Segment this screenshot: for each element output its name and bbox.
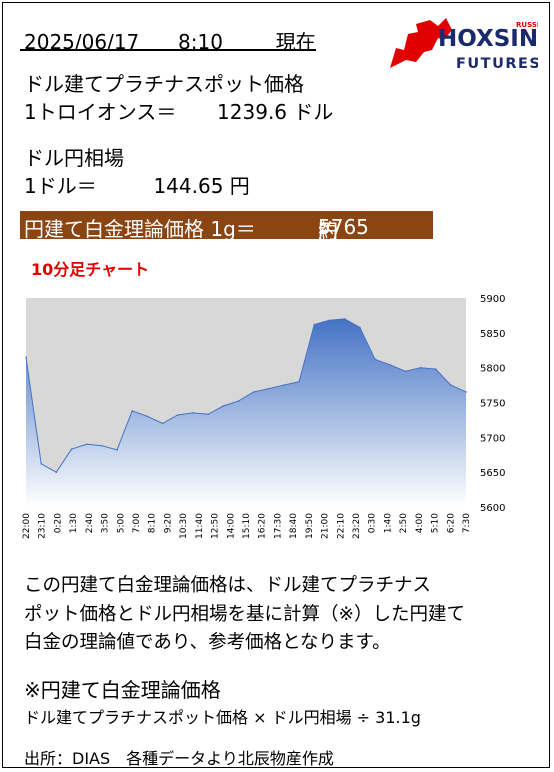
platinum-title: ドル建てプラチナスポット価格 [24, 72, 304, 96]
data-point-7 [131, 410, 133, 412]
data-point-18 [298, 380, 300, 383]
header-underline [20, 49, 316, 51]
price-line [25, 318, 467, 473]
data-point-13 [222, 405, 224, 407]
data-point-10 [176, 414, 179, 416]
data-point-26 [419, 366, 422, 369]
banner-prefix: 約 [318, 219, 338, 243]
data-point-27 [434, 368, 437, 370]
data-point-6 [116, 449, 118, 451]
data-point-20 [328, 319, 331, 322]
y-tick-label-5850: 5850 [480, 329, 505, 340]
x-tick-label-1: 23:10 [38, 513, 48, 539]
x-tick-label-27: 6:20 [446, 513, 456, 533]
x-tick-label-3: 1:30 [69, 513, 79, 533]
data-point-2 [55, 471, 58, 473]
price-area [26, 318, 466, 507]
usdjpy-line: 1ドル＝ 144.65 円 [24, 170, 250, 199]
data-point-4 [85, 443, 88, 446]
x-tick-label-26: 5:10 [431, 513, 441, 533]
description-line-3: 白金の理論値であり、参考価格となります。 [24, 632, 391, 653]
banner-label: 円建て白金理論価格 1g＝ [24, 217, 256, 241]
x-tick-label-6: 5:00 [116, 513, 126, 533]
data-point-0 [25, 356, 27, 358]
data-point-8 [146, 415, 149, 418]
data-point-21 [343, 318, 346, 320]
y-tick-label-5750: 5750 [480, 399, 505, 410]
data-point-29 [465, 391, 467, 393]
usdjpy-value: 144.65 [153, 174, 224, 198]
x-tick-label-24: 2:50 [399, 513, 409, 533]
data-point-1 [40, 463, 42, 465]
data-point-28 [450, 384, 452, 386]
x-tick-label-15: 16:20 [258, 513, 268, 539]
x-tick-label-5: 3:50 [101, 513, 111, 533]
x-tick-label-21: 23:20 [352, 513, 362, 539]
x-tick-label-12: 12:50 [211, 513, 221, 539]
x-tick-label-8: 8:10 [148, 513, 158, 533]
hoxsin-logo: HOXSIN RUSSIAN FUTURES [390, 18, 538, 72]
source-note: 出所：DIAS 各種データより北辰物産作成 [24, 749, 334, 768]
data-point-16 [268, 387, 270, 390]
data-point-25 [404, 370, 407, 372]
data-point-5 [101, 444, 103, 447]
description-line-2: ポット価格とドル円相場を基に計算（※）した円建て [24, 604, 466, 625]
x-tick-label-28: 7:30 [462, 513, 472, 533]
x-tick-label-10: 10:30 [179, 513, 189, 539]
logo-tag: RUSSIAN [516, 21, 538, 29]
x-tick-label-17: 18:40 [289, 513, 299, 539]
data-point-11 [192, 412, 194, 414]
x-tick-label-9: 9:20 [163, 513, 173, 533]
y-tick-label-5900: 5900 [480, 294, 505, 305]
data-point-19 [313, 323, 316, 326]
formula-title: ※円建て白金理論価格 [24, 678, 221, 702]
theoretical-price-banner: 円建て白金理論価格 1g＝ 約 5765 円 [20, 211, 433, 243]
platinum-value: 1239.6 [217, 100, 288, 124]
banner-currency: 円 [318, 219, 338, 243]
banner-value: 5765 [318, 215, 369, 239]
x-tick-label-4: 2:40 [85, 513, 95, 533]
formula-text: ドル建てプラチナスポット価格 × ドル円相場 ÷ 31.1g [24, 708, 421, 727]
x-tick-label-20: 22:10 [336, 513, 346, 539]
chart-title: 10分足チャート [31, 260, 150, 279]
platinum-currency: ドル [293, 100, 334, 124]
usdjpy-unit: 1ドル＝ [24, 174, 97, 198]
data-point-9 [161, 422, 164, 425]
x-tick-label-16: 17:30 [273, 513, 283, 539]
x-tick-label-13: 14:00 [226, 513, 236, 539]
x-tick-label-11: 11:40 [195, 513, 205, 539]
x-tick-label-14: 15:10 [242, 513, 252, 539]
description-line-1: この円建て白金理論価格は、ドル建てプラチナス [24, 575, 432, 596]
x-tick-label-23: 1:40 [383, 513, 393, 533]
data-point-22 [359, 326, 361, 329]
data-point-3 [70, 448, 73, 450]
usdjpy-currency: 円 [229, 174, 250, 198]
platinum-unit: 1トロイオンス＝ [24, 100, 177, 124]
x-tick-label-25: 4:00 [415, 513, 425, 533]
data-point-24 [389, 364, 391, 366]
y-tick-label-5800: 5800 [480, 364, 505, 375]
logo-sub: FUTURES [456, 56, 538, 72]
data-point-17 [283, 384, 285, 386]
x-tick-label-19: 21:00 [321, 513, 331, 539]
price-chart: 5600 5650 5700 5750 5800 5850 5900 22:00 23:10 0:… [22, 294, 505, 539]
x-tick-label-0: 22:00 [22, 513, 32, 539]
x-tick-label-18: 19:50 [305, 513, 315, 539]
data-point-23 [374, 358, 376, 361]
x-tick-label-22: 0:30 [368, 513, 378, 533]
data-point-14 [237, 400, 240, 402]
data-point-12 [207, 413, 209, 416]
x-tick-label-2: 0:20 [53, 513, 63, 533]
y-tick-label-5700: 5700 [480, 433, 505, 444]
x-tick-label-7: 7:00 [132, 513, 142, 533]
usdjpy-title: ドル円相場 [24, 146, 124, 170]
logo-brand: HOXSIN [438, 26, 538, 52]
y-tick-label-5650: 5650 [480, 468, 505, 479]
data-point-15 [252, 391, 255, 393]
platinum-line: 1トロイオンス＝ 1239.6 ドル [24, 96, 333, 125]
y-tick-label-5600: 5600 [480, 503, 505, 514]
